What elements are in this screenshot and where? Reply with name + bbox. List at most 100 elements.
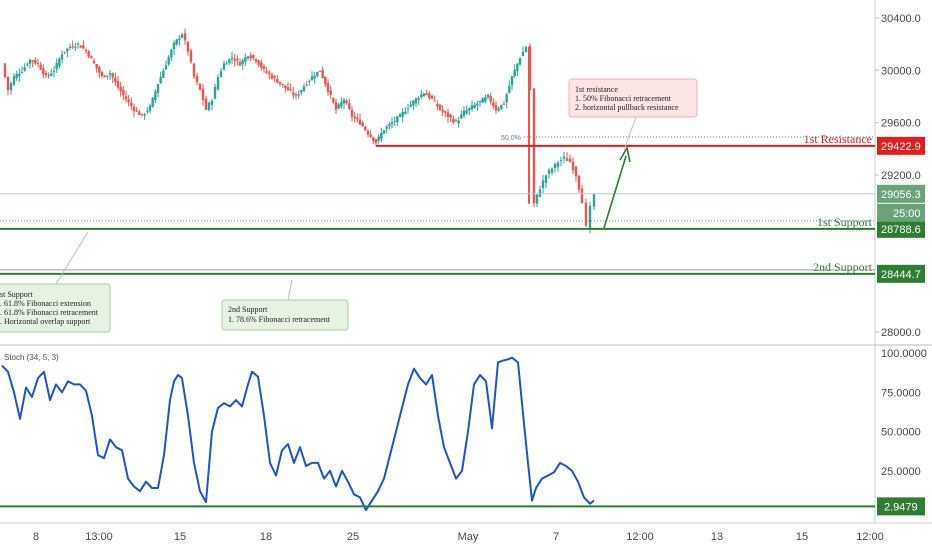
level-price-tag-text: 28444.7 <box>881 269 921 281</box>
candle-body <box>71 45 74 48</box>
candle-body <box>114 77 117 82</box>
arrow-shaft <box>603 155 627 229</box>
candle-body <box>430 95 434 99</box>
stoch-value-tag <box>877 497 925 516</box>
candle-body <box>284 85 287 89</box>
candle-body <box>390 122 394 125</box>
stoch-value-tag-text: 2.9479 <box>884 501 918 513</box>
candle-body <box>374 139 378 143</box>
candle-body <box>87 51 90 57</box>
candle-body <box>281 84 284 86</box>
candle-body <box>297 94 300 96</box>
candle-body <box>6 76 10 91</box>
arrow-head <box>619 145 631 163</box>
candle-body <box>300 90 303 93</box>
candle-body <box>68 46 72 48</box>
candle-body <box>18 73 21 77</box>
candle-body <box>44 73 48 76</box>
candle-body <box>9 83 13 91</box>
candle-body <box>162 70 165 78</box>
time-tick-label: 12:00 <box>626 531 654 543</box>
candle-body <box>106 75 109 77</box>
support2-note-line-1: 2nd Support <box>228 305 268 314</box>
candle-body <box>457 120 460 124</box>
candle-body <box>433 100 436 102</box>
candle-body <box>207 102 211 111</box>
candle-body <box>3 63 7 77</box>
candle-body <box>228 58 231 63</box>
candle-body <box>580 188 584 204</box>
candle-body <box>244 57 247 62</box>
candle-body <box>192 63 196 77</box>
candle-body <box>146 110 149 112</box>
candle-body <box>342 99 346 104</box>
candle-body <box>154 91 157 100</box>
candle-body <box>337 104 340 109</box>
candle-body <box>98 67 101 73</box>
candle-body <box>195 76 199 83</box>
resistance-note-pointer <box>623 116 637 151</box>
candle-body <box>36 62 40 64</box>
current-price-tag <box>877 184 925 203</box>
current-price-tag-text: 29056.3 <box>881 189 921 201</box>
candle-body <box>380 133 383 140</box>
time-tick-label: 13 <box>711 531 723 543</box>
price-tick-label: 30400.0 <box>881 13 921 25</box>
candle-body <box>454 120 458 122</box>
candle-body <box>305 84 308 86</box>
candle-body <box>565 157 569 162</box>
candle-body <box>462 110 466 116</box>
candle-body <box>553 163 557 169</box>
stoch-tick-label: 25.0000 <box>881 466 921 478</box>
candle-body <box>358 119 362 125</box>
candle-body <box>151 97 154 107</box>
candle-body <box>592 194 596 207</box>
candle-body <box>222 63 226 70</box>
time-tick-label: 25 <box>347 531 359 543</box>
candle-body <box>541 180 545 189</box>
candle-body <box>334 102 338 110</box>
candle-body <box>388 124 391 126</box>
support1-note-box <box>0 283 111 333</box>
candle-body <box>345 100 348 104</box>
time-tick-label: 18 <box>260 531 272 543</box>
candle-body <box>289 88 292 91</box>
candle-body <box>249 55 252 59</box>
candle-body <box>52 71 56 73</box>
price-axis: 30400.0 30000.0 29600.0 29200.0 28000.0 <box>875 13 921 339</box>
candle-body <box>409 104 412 107</box>
candle-body <box>356 117 359 120</box>
candle-body <box>213 86 217 99</box>
level-price-tag-text: 29422.9 <box>881 141 921 153</box>
resistance-note-line-1: 1st resistance <box>575 85 618 94</box>
candle-body <box>286 87 290 91</box>
candle-body <box>167 57 170 65</box>
candle-body <box>42 68 45 75</box>
support1-note-line-1: 1st Support <box>0 290 33 299</box>
candle-body <box>571 161 575 171</box>
candle-body <box>47 74 50 76</box>
candle-body <box>132 106 136 112</box>
candles <box>3 28 596 234</box>
candle-body <box>170 49 173 58</box>
candle-body <box>172 42 176 50</box>
candle-body <box>79 45 82 48</box>
candle-body <box>313 76 316 79</box>
candle-body <box>489 96 492 102</box>
candle-body <box>348 103 351 110</box>
resistance-note-line-2: 1. 50% Fibonacci retracement <box>575 94 672 103</box>
candle-body <box>505 94 508 103</box>
level-label: 2nd Support <box>813 260 873 274</box>
candle-body <box>63 51 66 53</box>
time-tick-label: 15 <box>796 531 808 543</box>
candle-body <box>28 59 32 64</box>
candle-body <box>441 109 444 112</box>
candle-body <box>556 162 560 167</box>
candle-body <box>39 64 42 70</box>
candle-body <box>236 58 239 61</box>
candle-body <box>159 77 162 84</box>
candle-body <box>119 86 122 92</box>
candle-body <box>535 194 539 204</box>
candle-body <box>510 76 514 86</box>
candle-body <box>524 47 528 52</box>
